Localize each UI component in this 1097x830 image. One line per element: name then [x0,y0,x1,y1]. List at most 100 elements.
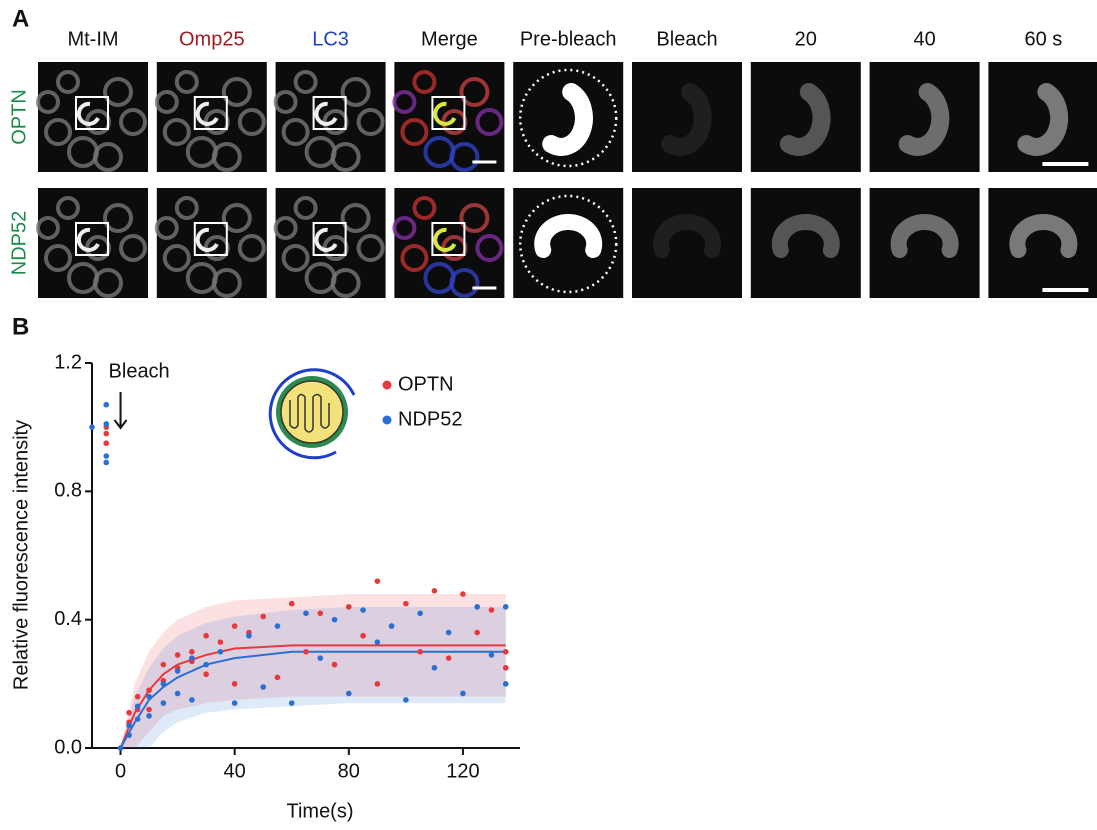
data-point [360,607,366,613]
panel-label: A [12,5,29,32]
data-point [446,630,452,636]
micrograph [870,188,980,298]
micrograph [276,62,386,172]
micrograph [513,62,623,172]
data-point [146,694,152,700]
y-tick-label: 1.2 [54,351,82,373]
data-point [489,607,495,613]
x-tick-label: 0 [115,760,126,782]
data-point [289,700,295,706]
micrograph [38,62,148,172]
data-point [417,649,423,655]
x-axis-title: Time(s) [286,800,353,822]
micrograph [276,188,386,298]
micrograph [632,62,742,172]
data-point [161,700,167,706]
legend-label: NDP52 [398,408,462,430]
data-point [503,604,509,610]
data-point [375,578,381,584]
micrograph [988,62,1097,172]
y-tick-label: 0.0 [54,736,82,758]
column-label: 60 s [1024,28,1062,50]
data-point [503,649,509,655]
data-point [203,662,209,668]
data-point [203,671,209,677]
data-point [146,713,152,719]
data-point [303,610,309,616]
data-point [403,697,409,703]
data-point [332,662,338,668]
data-point [175,691,181,697]
column-label: Bleach [656,28,717,50]
data-point [189,649,195,655]
data-point [232,681,238,687]
column-label: Merge [421,28,478,50]
mitochondrion-icon [270,370,354,458]
data-point [317,655,323,661]
data-point [161,662,167,668]
micrograph [157,188,267,298]
data-point [303,649,309,655]
data-point [289,601,295,607]
data-point [175,652,181,658]
data-point [446,655,452,661]
data-point [135,694,141,700]
y-tick-label: 0.8 [54,480,82,502]
micrograph [751,62,861,172]
data-point [503,681,509,687]
data-point [260,684,266,690]
legend-marker [383,381,392,390]
column-label: Mt-IM [67,28,118,50]
x-tick-label: 40 [224,760,246,782]
column-label: 40 [913,28,935,50]
column-label: LC3 [312,28,349,50]
data-point [232,700,238,706]
data-point [275,623,281,629]
data-point [118,745,124,751]
x-tick-label: 120 [446,760,479,782]
data-point [175,668,181,674]
y-axis-title: Relative fluorescence intensity [10,420,32,690]
data-point [375,639,381,645]
data-point [135,716,141,722]
data-point [161,681,167,687]
image-grid [38,62,1097,298]
column-label: Omp25 [179,28,245,50]
data-point [432,665,438,671]
data-point [146,707,152,713]
micrograph [394,188,504,298]
data-point [103,421,109,427]
column-label: Pre-bleach [520,28,617,50]
data-point [317,610,323,616]
data-point [460,591,466,597]
data-point [275,675,281,681]
data-point [103,402,109,408]
data-point [246,633,252,639]
data-point [126,710,132,716]
data-point [432,588,438,594]
micrograph [870,62,980,172]
data-point [460,691,466,697]
column-label: 20 [795,28,817,50]
data-point [103,440,109,446]
row-label: NDP52 [8,211,30,275]
data-point [346,691,352,697]
data-point [135,703,141,709]
data-point [218,649,224,655]
data-point [417,610,423,616]
data-point [203,633,209,639]
row-label: OPTN [8,89,30,145]
panel-label: B [12,313,29,340]
data-point [503,665,509,671]
micrograph [38,188,148,298]
data-point [126,723,132,729]
data-point [89,424,95,430]
annotation-arrow [115,392,127,428]
legend-marker [383,416,392,425]
data-point [232,623,238,629]
data-point [389,623,395,629]
micrograph [157,62,267,172]
micrograph [513,188,623,298]
annotation: Bleach [109,360,170,382]
data-point [146,687,152,693]
